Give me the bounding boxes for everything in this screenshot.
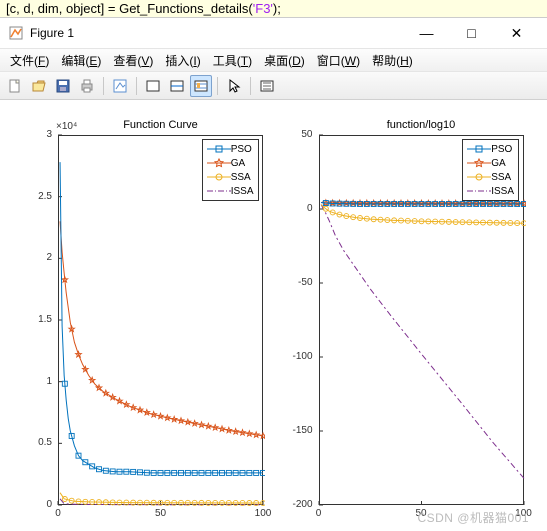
legend-item-issa: ISSA bbox=[207, 184, 254, 198]
menu-f[interactable]: 文件(F) bbox=[4, 52, 55, 69]
toolbar-new-button[interactable] bbox=[4, 75, 26, 97]
toolbar-open-button[interactable] bbox=[28, 75, 50, 97]
series-pso bbox=[60, 162, 263, 473]
toolbar-save-button[interactable] bbox=[52, 75, 74, 97]
legend-label: PSO bbox=[231, 144, 252, 155]
maximize-button[interactable]: □ bbox=[449, 18, 494, 48]
toolbar-separator bbox=[250, 77, 251, 95]
toolbar-print-button[interactable] bbox=[76, 75, 98, 97]
legend-label: SSA bbox=[231, 172, 251, 183]
series-ssa bbox=[321, 205, 524, 224]
subplot-left: Function Curve×10⁴05010000.511.522.53PSO… bbox=[10, 115, 274, 510]
legend: PSO GA SSA ISSA bbox=[202, 139, 259, 201]
code-prefix: [c, d, dim, object] = Get_Functions_deta… bbox=[6, 1, 253, 16]
subplot-right: function/log10050100-200-150-100-50050PS… bbox=[274, 115, 538, 510]
matlab-figure-icon bbox=[8, 25, 24, 41]
legend-item-issa: ISSA bbox=[467, 184, 514, 198]
toolbar-separator bbox=[136, 77, 137, 95]
legend-item-ssa: SSA bbox=[467, 170, 514, 184]
legend-label: ISSA bbox=[231, 186, 254, 197]
minimize-button[interactable]: — bbox=[404, 18, 449, 48]
toolbar-hline-button[interactable] bbox=[166, 75, 188, 97]
legend-item-pso: PSO bbox=[467, 142, 514, 156]
toolbar bbox=[0, 72, 547, 100]
menu-bar: 文件(F)编辑(E)查看(V)插入(I)工具(T)桌面(D)窗口(W)帮助(H) bbox=[0, 48, 547, 72]
menu-h[interactable]: 帮助(H) bbox=[366, 52, 419, 69]
menu-v[interactable]: 查看(V) bbox=[107, 52, 159, 69]
legend-label: GA bbox=[231, 158, 245, 169]
series-ga bbox=[60, 221, 263, 436]
editor-code-line: [c, d, dim, object] = Get_Functions_deta… bbox=[0, 0, 547, 18]
toolbar-link-button[interactable] bbox=[109, 75, 131, 97]
code-suffix: ); bbox=[273, 1, 281, 16]
toolbar-datatip-button[interactable] bbox=[256, 75, 278, 97]
watermark-text: CSDN @机器猫001 bbox=[417, 509, 529, 526]
code-string: 'F3' bbox=[253, 1, 273, 16]
toolbar-separator bbox=[217, 77, 218, 95]
series-ssa bbox=[60, 493, 263, 503]
menu-d[interactable]: 桌面(D) bbox=[258, 52, 311, 69]
legend-item-pso: PSO bbox=[207, 142, 254, 156]
legend-item-ssa: SSA bbox=[207, 170, 254, 184]
menu-i[interactable]: 插入(I) bbox=[159, 52, 206, 69]
legend-item-ga: GA bbox=[207, 156, 254, 170]
legend: PSO GA SSA ISSA bbox=[462, 139, 519, 201]
window-title: Figure 1 bbox=[30, 26, 404, 40]
legend-label: ISSA bbox=[491, 186, 514, 197]
legend-item-ga: GA bbox=[467, 156, 514, 170]
x-tick: 100 bbox=[253, 508, 273, 519]
toolbar-separator bbox=[103, 77, 104, 95]
legend-label: PSO bbox=[491, 144, 512, 155]
figure-canvas: Function Curve×10⁴05010000.511.522.53PSO… bbox=[0, 100, 547, 530]
toolbar-grid-button[interactable] bbox=[190, 75, 212, 97]
legend-label: SSA bbox=[491, 172, 511, 183]
window-titlebar[interactable]: Figure 1 — □ ✕ bbox=[0, 18, 547, 48]
menu-e[interactable]: 编辑(E) bbox=[55, 52, 107, 69]
series-issa bbox=[321, 205, 524, 479]
x-tick: 50 bbox=[411, 508, 431, 519]
toolbar-rect-button[interactable] bbox=[142, 75, 164, 97]
toolbar-pointer-button[interactable] bbox=[223, 75, 245, 97]
x-tick: 100 bbox=[514, 508, 534, 519]
legend-label: GA bbox=[491, 158, 505, 169]
x-tick: 50 bbox=[151, 508, 171, 519]
menu-t[interactable]: 工具(T) bbox=[207, 52, 258, 69]
close-button[interactable]: ✕ bbox=[494, 18, 539, 48]
menu-w[interactable]: 窗口(W) bbox=[311, 52, 366, 69]
